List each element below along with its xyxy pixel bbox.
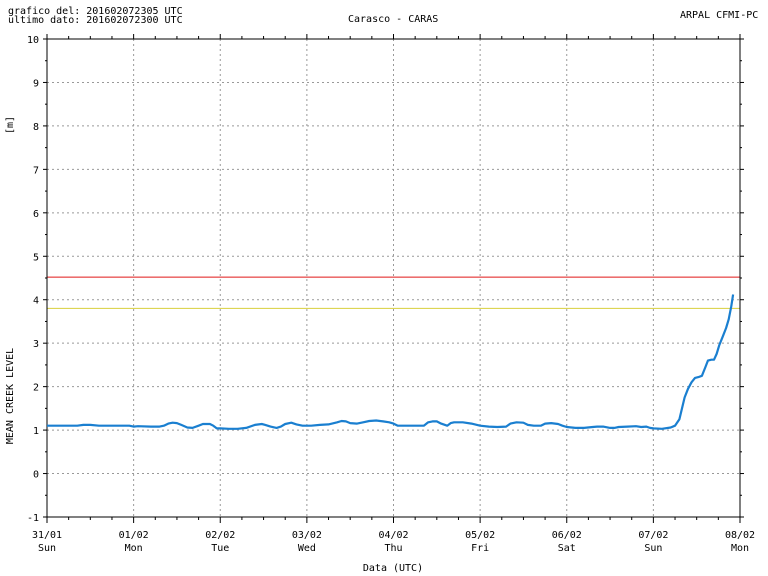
chart-series [47,294,735,430]
x-tick-day: Sun [644,543,662,554]
x-tick-day: Wed [298,543,316,554]
y-unit-label: [m] [5,116,16,134]
x-tick-day: Mon [731,543,749,554]
x-tick-day: Sat [558,543,576,554]
x-tick-date: 02/02 [205,530,235,541]
y-tick-label: 9 [33,78,39,89]
axis-labels: [m] MEAN CREEK LEVEL Data (UTC) [5,116,423,574]
x-tick-date: 03/02 [292,530,322,541]
y-tick-label: 4 [33,296,39,307]
x-tick-day: Fri [471,543,489,554]
graph-time-label: grafico del: 201602072305 UTC [8,6,183,17]
x-tick-date: 08/02 [725,530,755,541]
last-data-label: ultimo dato: 201602072300 UTC [8,15,183,26]
y-tick-label: 6 [33,209,39,220]
x-tick-date: 01/02 [119,530,149,541]
threshold-lines [47,276,740,309]
y-tick-label: -1 [27,513,39,524]
x-tick-day: Thu [384,543,402,554]
y-tick-label: 2 [33,383,39,394]
source-label: ARPAL CFMI-PC [680,10,759,21]
level-series-line [47,294,735,430]
x-tick-date: 07/02 [638,530,668,541]
x-tick-date: 05/02 [465,530,495,541]
y-tick-label: 3 [33,339,39,350]
x-tick-day: Mon [125,543,143,554]
y-tick-label: 1 [33,426,39,437]
y-tick-label: 7 [33,165,39,176]
x-tick-day: Tue [211,543,229,554]
y-tick-label: 8 [33,122,39,133]
x-tick-day: Sun [38,543,56,554]
y-tick-label: 10 [27,35,39,46]
station-title: Carasco - CARAS [348,14,439,25]
y-axis-label: MEAN CREEK LEVEL [5,348,16,444]
chart-grid [47,39,740,517]
x-tick-date: 06/02 [552,530,582,541]
y-tick-label: 0 [33,470,39,481]
x-tick-date: 31/01 [32,530,62,541]
y-tick-label: 5 [33,252,39,263]
chart-axes: -1 0 1 2 3 4 5 6 7 8 9 10 31/01 Sun 01/02 Mon 02/02 Tue 03… [27,34,755,554]
x-axis-label: Data (UTC) [363,563,423,574]
plot-frame [46,38,741,518]
x-tick-date: 04/02 [378,530,408,541]
